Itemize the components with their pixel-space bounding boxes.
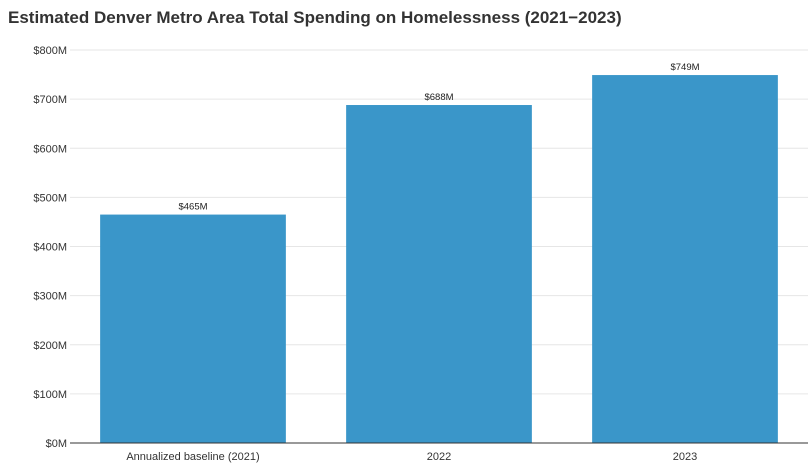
bar: [100, 214, 286, 443]
data-label: $749M: [670, 62, 699, 73]
chart-title: Estimated Denver Metro Area Total Spendi…: [8, 8, 622, 27]
y-tick-label: $400M: [33, 242, 67, 254]
x-tick-label: Annualized baseline (2021): [126, 451, 259, 463]
x-tick-label: 2023: [673, 451, 697, 463]
y-tick-label: $200M: [33, 340, 67, 352]
y-tick-label: $300M: [33, 291, 67, 303]
y-tick-label: $600M: [33, 143, 67, 155]
y-axis-ticks: $0M $100M $200M $300M $400M $500M $600M $700M $8…: [33, 45, 67, 450]
y-tick-label: $800M: [33, 45, 67, 57]
bars: [100, 75, 778, 444]
x-axis-ticks: Annualized baseline (2021) 2022 2023: [126, 451, 697, 463]
y-tick-label: $700M: [33, 94, 67, 106]
data-labels: $465M $688M $749M: [178, 62, 699, 213]
y-tick-label: $100M: [33, 389, 67, 401]
bar: [346, 105, 532, 444]
y-tick-label: $0M: [46, 438, 67, 450]
y-tick-label: $500M: [33, 192, 67, 204]
data-label: $688M: [424, 92, 453, 103]
data-label: $465M: [178, 202, 207, 213]
x-tick-label: 2022: [427, 451, 451, 463]
bar: [592, 75, 778, 444]
